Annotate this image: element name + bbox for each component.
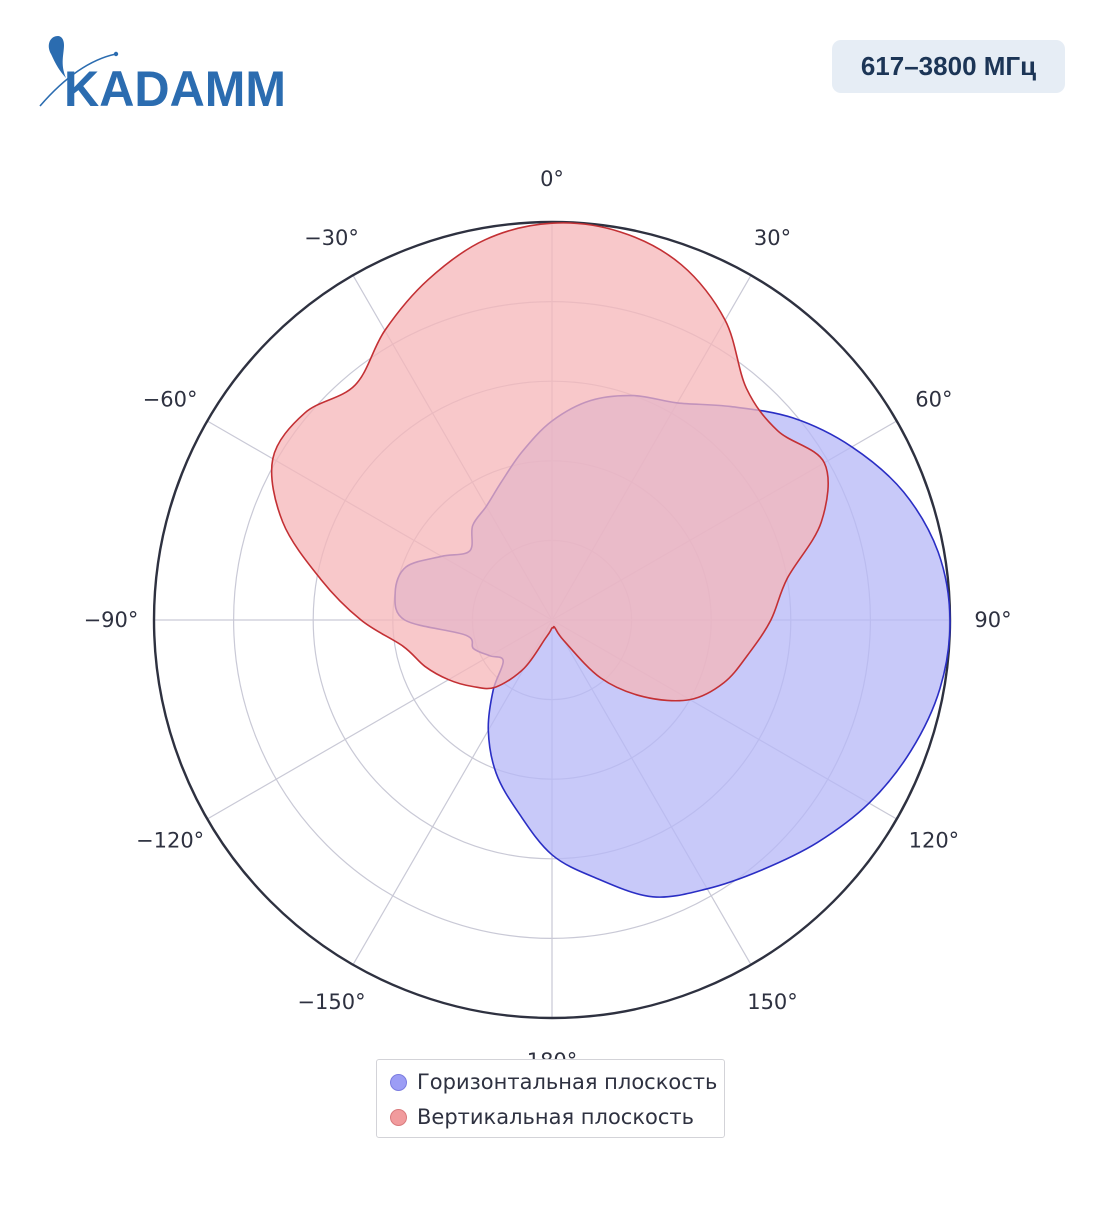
legend: Горизонтальная плоскость Вертикальная пл…: [376, 1059, 725, 1138]
logo-swoosh: [39, 53, 117, 107]
angular-tick-label: −30°: [304, 226, 359, 250]
angular-tick-label: −120°: [136, 829, 204, 853]
legend-label-horizontal: Горизонтальная плоскость: [417, 1070, 718, 1094]
legend-item-vertical[interactable]: Вертикальная плоскость: [390, 1103, 694, 1131]
angular-tick-label: 120°: [909, 829, 960, 853]
frequency-badge-text: 617–3800 МГц: [860, 51, 1037, 81]
angular-tick-label: 30°: [754, 226, 791, 250]
angular-tick-label: 90°: [974, 608, 1011, 632]
legend-item-horizontal[interactable]: Горизонтальная плоскость: [390, 1068, 717, 1096]
angular-tick-labels: 0°30°60°90°120°150°180°−150°−120°−90°−60…: [84, 167, 1012, 1073]
kadamm-logo: KADAMM: [39, 36, 286, 114]
legend-label-vertical: Вертикальная плоскость: [417, 1105, 695, 1129]
legend-marker-vertical: [390, 1108, 407, 1126]
angular-tick-label: −150°: [297, 990, 365, 1014]
series-area-vertical: [270, 222, 829, 702]
series-layer: [270, 222, 951, 898]
logo-wordmark: KADAMM: [64, 61, 286, 114]
angular-tick-label: 0°: [540, 167, 564, 191]
logo-dot: [113, 51, 119, 57]
angular-tick-label: 60°: [915, 388, 952, 412]
angular-tick-label: −90°: [84, 608, 139, 632]
legend-marker-horizontal: [390, 1073, 407, 1091]
frequency-badge: 617–3800 МГц: [832, 40, 1065, 93]
angular-tick-label: −60°: [143, 388, 198, 412]
logo-drop: [48, 36, 66, 78]
angular-tick-label: 150°: [747, 990, 798, 1014]
